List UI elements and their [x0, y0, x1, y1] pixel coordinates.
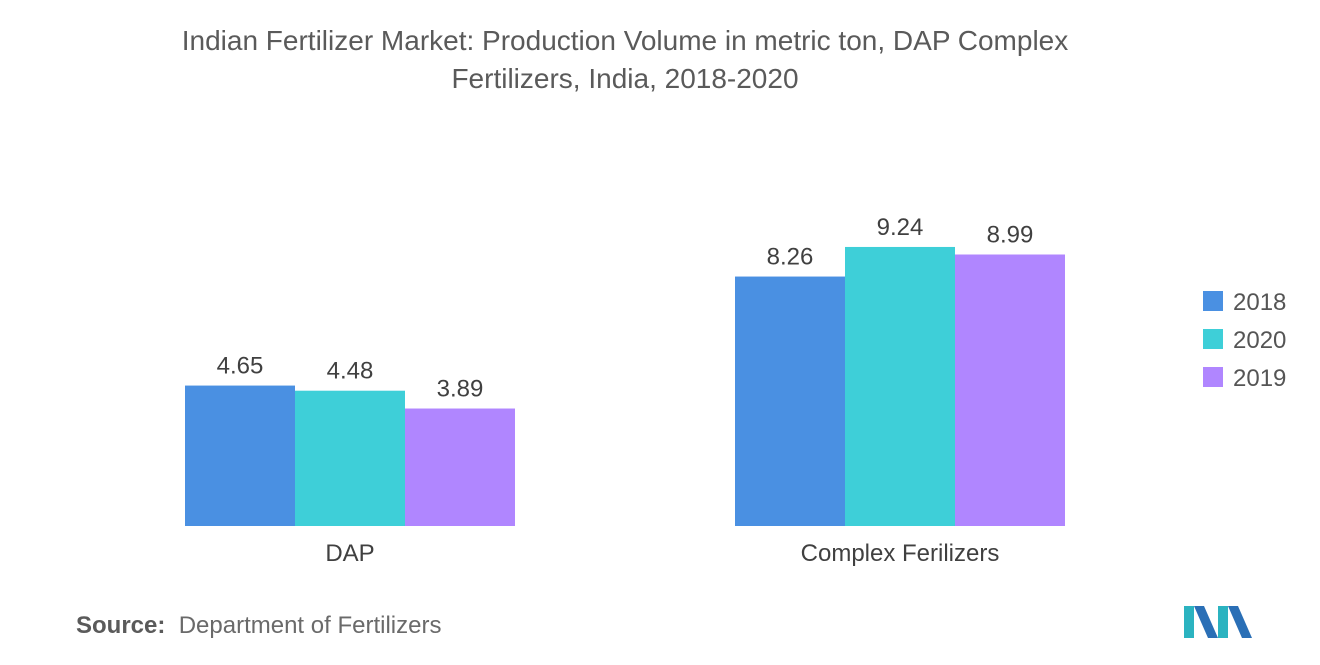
bar-2019-0: [405, 408, 515, 526]
legend-swatch: [1203, 291, 1223, 311]
source-label: Source:: [76, 612, 166, 639]
legend: 2018 2020 2019: [1203, 289, 1286, 392]
legend-label: 2018: [1233, 289, 1286, 316]
data-label: 8.26: [767, 244, 814, 271]
data-label: 3.89: [437, 376, 484, 403]
bar-2018-0: [185, 385, 295, 526]
legend-label: 2019: [1233, 365, 1286, 392]
bar-2020-1: [845, 246, 955, 526]
bar-2020-0: [295, 390, 405, 526]
data-label: 8.99: [987, 222, 1034, 249]
category-label: DAP: [325, 540, 374, 567]
category-label: Complex Ferilizers: [801, 540, 1000, 567]
mordor-logo-icon: [1184, 606, 1252, 638]
source-text: Department of Fertilizers: [178, 612, 442, 639]
legend-swatch: [1203, 367, 1223, 387]
source-note: Source: Department of Fertilizers: [76, 612, 441, 640]
data-label: 9.24: [877, 214, 924, 241]
data-label: 4.65: [217, 353, 264, 380]
labels-group: 4.65 4.48 3.89 DAP 8.26 9.24 8.99 Complex Feril…: [217, 214, 1034, 567]
legend-swatch: [1203, 329, 1223, 349]
bars-group: [185, 246, 1065, 526]
bar-2019-1: [955, 254, 1065, 526]
bar-2018-1: [735, 276, 845, 526]
chart-title: Indian Fertilizer Market: Production Vol…: [181, 25, 1069, 94]
legend-label: 2020: [1233, 327, 1286, 354]
data-label: 4.48: [327, 358, 374, 385]
